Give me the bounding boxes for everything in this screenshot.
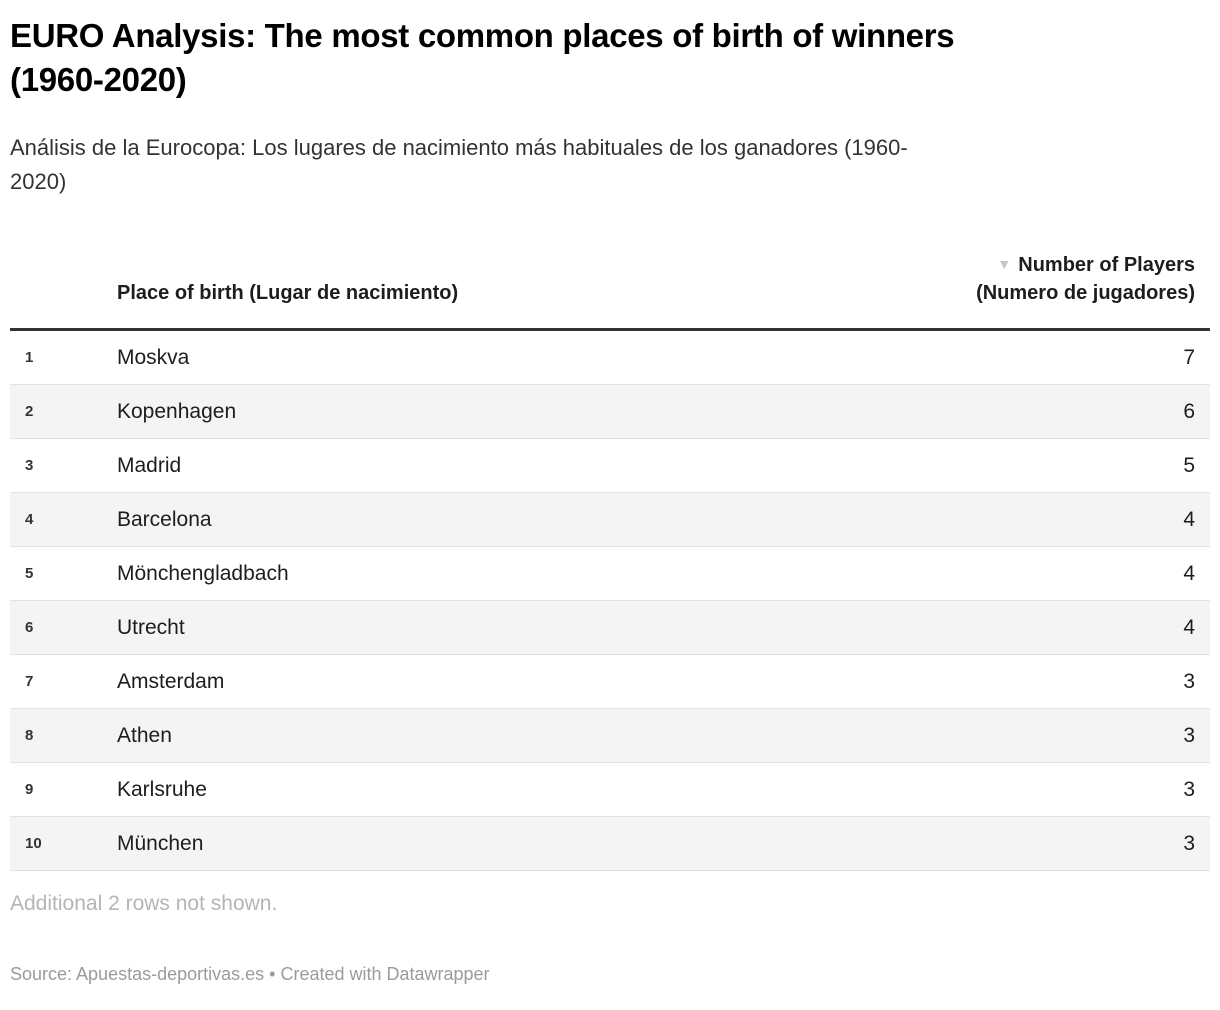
table-row: 9 Karlsruhe 3 (10, 762, 1210, 817)
players-cell: 6 (880, 384, 1210, 439)
rank-cell: 4 (10, 492, 117, 547)
place-cell: Kopenhagen (117, 384, 880, 439)
page-subtitle-line-2: 2020) (10, 169, 67, 194)
column-header-players-label: Number of Players (1018, 254, 1195, 276)
players-cell: 5 (880, 438, 1210, 493)
table-row: 8 Athen 3 (10, 708, 1210, 763)
column-header-players-line-2: (Numero de jugadores) (976, 282, 1195, 304)
players-cell: 7 (880, 329, 1210, 385)
table-body: 1 Moskva 7 2 Kopenhagen 6 3 Madrid 5 4 B… (10, 329, 1210, 871)
column-header-players-line-1: ▼ Number of Players (880, 252, 1195, 280)
page-subtitle: Análisis de la Eurocopa: Los lugares de … (10, 131, 1210, 199)
place-cell: Barcelona (117, 492, 880, 547)
players-cell: 3 (880, 654, 1210, 709)
place-cell: München (117, 816, 880, 871)
table-row: 5 Mönchengladbach 4 (10, 546, 1210, 601)
table-row: 10 München 3 (10, 816, 1210, 871)
column-header-players[interactable]: ▼ Number of Players (Numero de jugadores) (880, 252, 1210, 331)
page-title: EURO Analysis: The most common places of… (10, 14, 1210, 102)
place-cell: Karlsruhe (117, 762, 880, 817)
place-cell: Moskva (117, 329, 880, 385)
page-subtitle-line-1: Análisis de la Eurocopa: Los lugares de … (10, 135, 908, 160)
players-cell: 4 (880, 492, 1210, 547)
rank-cell: 7 (10, 654, 117, 709)
players-cell: 4 (880, 600, 1210, 655)
rows-not-shown-note: Additional 2 rows not shown. (10, 892, 278, 915)
table-row: 7 Amsterdam 3 (10, 654, 1210, 709)
players-cell: 3 (880, 816, 1210, 871)
rank-cell: 1 (10, 329, 117, 385)
place-cell: Madrid (117, 438, 880, 493)
place-cell: Utrecht (117, 600, 880, 655)
page-title-line-2: (1960-2020) (10, 61, 187, 98)
rank-cell: 2 (10, 384, 117, 439)
column-header-place-label: Place of birth (Lugar de nacimiento) (117, 282, 459, 304)
sort-descending-icon: ▼ (997, 256, 1012, 272)
table-row: 2 Kopenhagen 6 (10, 384, 1210, 439)
rank-cell: 8 (10, 708, 117, 763)
table-header-row: Place of birth (Lugar de nacimiento) ▼ Nu… (10, 252, 1210, 331)
rank-cell: 9 (10, 762, 117, 817)
rank-cell: 3 (10, 438, 117, 493)
place-cell: Athen (117, 708, 880, 763)
players-cell: 3 (880, 762, 1210, 817)
table-row: 6 Utrecht 4 (10, 600, 1210, 655)
place-cell: Mönchengladbach (117, 546, 880, 601)
players-cell: 3 (880, 708, 1210, 763)
place-cell: Amsterdam (117, 654, 880, 709)
rank-cell: 6 (10, 600, 117, 655)
players-cell: 4 (880, 546, 1210, 601)
column-header-rank (10, 252, 117, 331)
source-attribution: Source: Apuestas-deportivas.es • Created… (10, 964, 490, 984)
rank-cell: 10 (10, 816, 117, 871)
column-header-place[interactable]: Place of birth (Lugar de nacimiento) (117, 252, 880, 331)
page-title-line-1: EURO Analysis: The most common places of… (10, 17, 955, 54)
rank-cell: 5 (10, 546, 117, 601)
table-row: 1 Moskva 7 (10, 329, 1210, 385)
data-table: Place of birth (Lugar de nacimiento) ▼ Nu… (10, 252, 1210, 871)
table-row: 3 Madrid 5 (10, 438, 1210, 493)
table-row: 4 Barcelona 4 (10, 492, 1210, 547)
